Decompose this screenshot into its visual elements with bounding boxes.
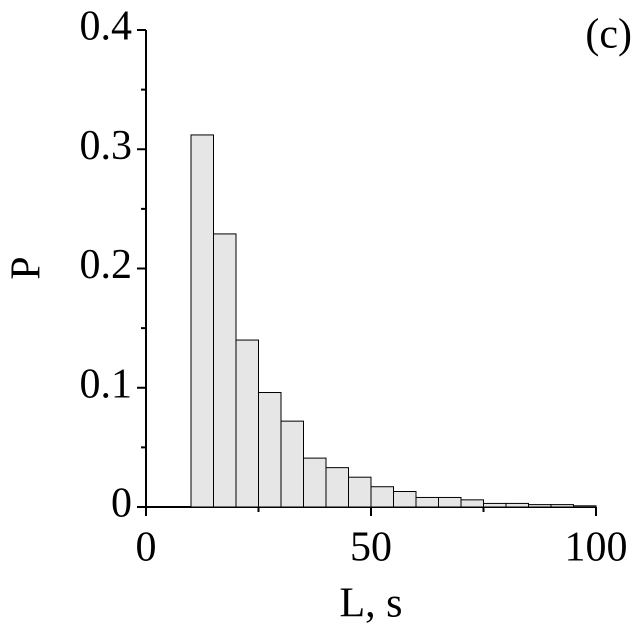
bar [438, 496, 462, 508]
bar [258, 392, 282, 508]
bar [415, 496, 439, 508]
x-tick-label: 100 [565, 525, 628, 571]
bar [393, 490, 417, 508]
bar [460, 499, 484, 508]
y-tick-label: 0.3 [80, 123, 133, 169]
bar [370, 486, 394, 508]
bar [303, 457, 327, 508]
bar [573, 505, 597, 508]
y-tick-label: 0.2 [80, 242, 133, 288]
y-tick-label: 0.1 [80, 361, 133, 407]
x-tick-label: 0 [136, 525, 157, 571]
x-axis-label: L, s [340, 581, 403, 627]
bar [505, 502, 529, 508]
y-tick-label: 0 [111, 481, 132, 527]
bar [348, 476, 372, 508]
bar [483, 502, 507, 508]
y-axis-label: P [4, 256, 50, 279]
bar [325, 467, 349, 508]
bar [190, 134, 214, 508]
x-tick-label: 50 [350, 525, 392, 571]
bar [550, 504, 574, 508]
bar [528, 504, 552, 508]
bar [280, 420, 304, 508]
annotation: (c) [585, 12, 632, 58]
y-tick-label: 0.4 [80, 4, 133, 50]
bar [213, 233, 237, 508]
bar [235, 339, 259, 508]
